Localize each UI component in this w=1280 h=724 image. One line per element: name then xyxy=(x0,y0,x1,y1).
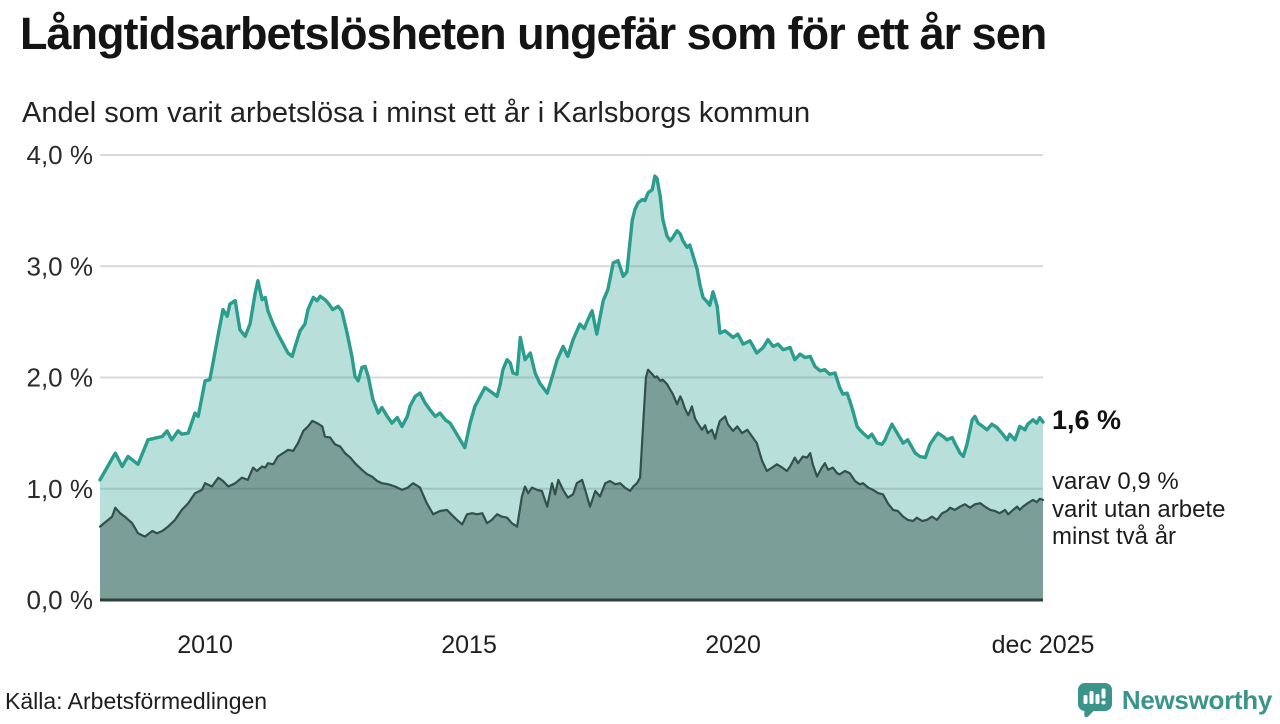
chart-subtitle: Andel som varit arbetslösa i minst ett å… xyxy=(22,97,811,129)
x-axis-tick-label: 2015 xyxy=(441,631,497,659)
source-credit: Källa: Arbetsförmedlingen xyxy=(5,688,268,714)
y-axis-tick-label: 4,0 % xyxy=(27,140,94,170)
x-axis-tick-label: dec 2025 xyxy=(992,631,1095,659)
newsworthy-wordmark: Newsworthy xyxy=(1121,685,1272,715)
newsworthy-brand: Newsworthy xyxy=(1076,682,1272,719)
y-axis-tick-label: 2,0 % xyxy=(27,363,94,393)
x-axis-tick-label: 2020 xyxy=(705,631,761,659)
line-two-years xyxy=(98,368,1045,538)
x-axis-tick-label: 2010 xyxy=(177,631,233,659)
line-one-year xyxy=(98,174,1045,482)
newsworthy-logo-icon xyxy=(1076,682,1114,719)
y-axis-tick-label: 3,0 % xyxy=(27,251,94,281)
breakdown-annotation: varav 0,9 % varit utan arbete minst två … xyxy=(1052,468,1226,550)
area-one-year xyxy=(100,176,1043,600)
page-title: Långtidsarbetslösheten ungefär som för e… xyxy=(20,8,1047,59)
y-axis-tick-label: 1,0 % xyxy=(27,474,94,504)
y-axis-tick-label: 0,0 % xyxy=(27,585,94,615)
area-two-years xyxy=(100,369,1043,600)
latest-value-label: 1,6 % xyxy=(1052,405,1122,435)
